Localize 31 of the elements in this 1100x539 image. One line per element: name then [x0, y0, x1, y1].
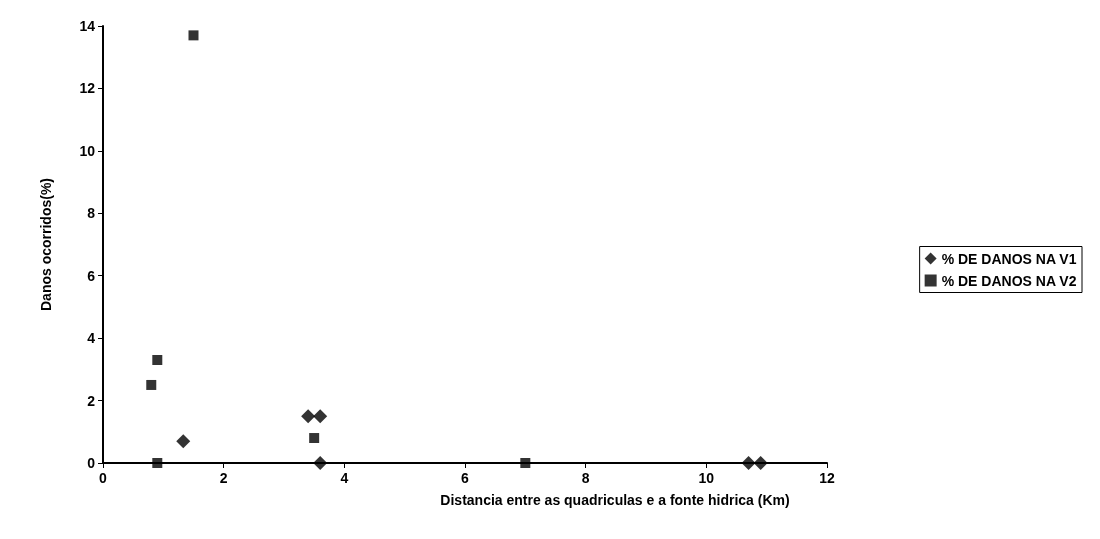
point — [520, 458, 531, 468]
legend-label: % DE DANOS NA V2 — [941, 272, 1077, 289]
x-tick-label: 0 — [99, 470, 108, 486]
point — [753, 456, 768, 470]
point — [152, 458, 163, 468]
point — [313, 409, 328, 424]
y-tick-label: 12 — [79, 80, 96, 97]
point — [313, 456, 328, 470]
point — [146, 379, 157, 390]
y-tick-label: 14 — [79, 18, 96, 34]
x-tick-label: 6 — [461, 470, 470, 486]
legend-label: % DE DANOS NA V1 — [941, 250, 1077, 267]
y-tick-label: 4 — [87, 330, 96, 347]
point — [309, 433, 320, 444]
y-tick-label: 8 — [87, 205, 96, 222]
point — [301, 409, 316, 424]
point — [741, 456, 756, 470]
y-tick-label: 2 — [87, 392, 96, 409]
x-tick-label: 12 — [819, 470, 835, 486]
point — [176, 434, 191, 449]
point — [152, 354, 163, 365]
y-tick-label: 6 — [87, 267, 96, 284]
x-tick-label: 10 — [698, 470, 715, 486]
y-tick-label: 10 — [79, 142, 96, 159]
x-tick-label: 2 — [219, 470, 228, 486]
x-tick-label: 4 — [340, 470, 349, 486]
x-axis-title: Distancia entre as quadriculas e a fonte hidrica (Km) — [440, 492, 790, 508]
x-tick-label: 8 — [581, 470, 590, 486]
point — [188, 30, 199, 41]
y-tick-label: 0 — [87, 455, 96, 471]
y-axis-title: Danos ocorridos(%) — [38, 177, 54, 312]
